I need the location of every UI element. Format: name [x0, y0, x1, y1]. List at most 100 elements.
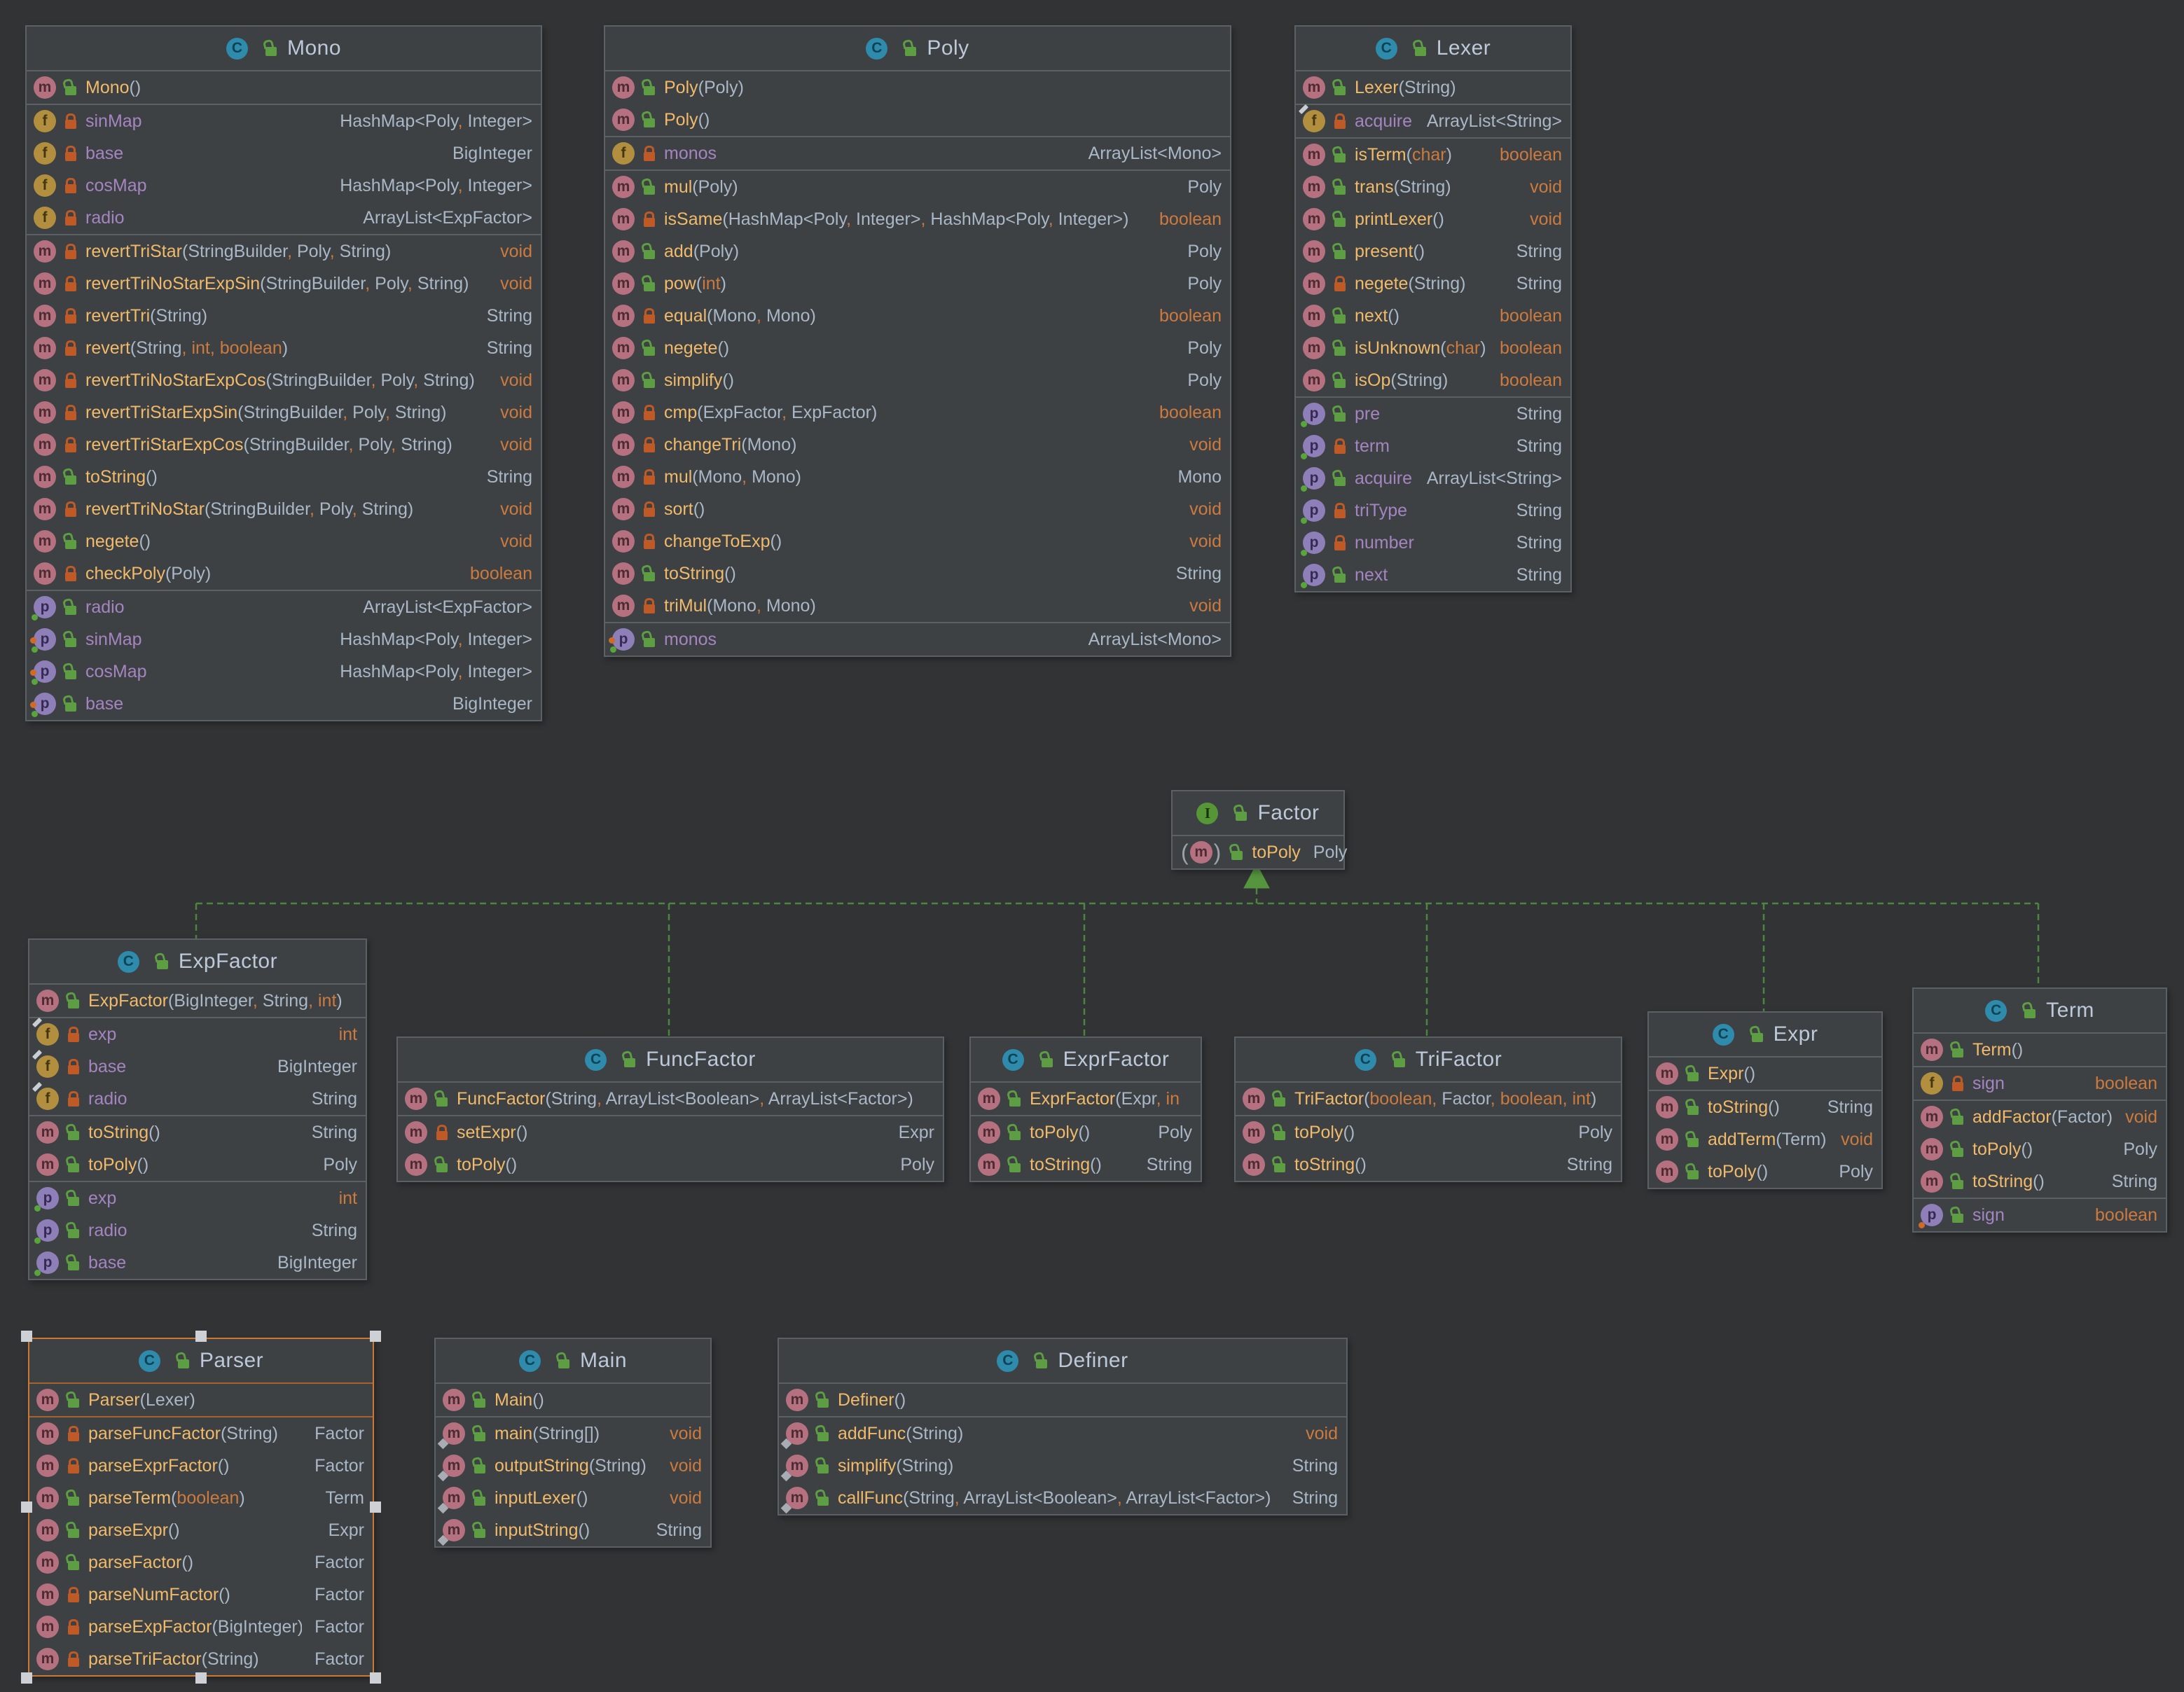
class-box-factor[interactable]: I Factor (m)toPoly()Poly — [1171, 790, 1348, 870]
member-row-toString[interactable]: m toString() String — [971, 1149, 1201, 1181]
class-box-poly[interactable]: C Poly m Poly (Poly) m Poly() f monos ArrayList… — [604, 25, 1231, 657]
member-row-revertTriStar[interactable]: m revertTriStar (StringBuilder, Poly, Stri… — [27, 235, 541, 268]
member-row-base[interactable]: p base BigInteger — [27, 688, 541, 720]
member-row-monos[interactable]: p monos ArrayList<Mono> — [605, 623, 1230, 656]
member-row-isUnknown[interactable]: m isUnknown (char) boolean — [1296, 332, 1570, 364]
member-row-mul[interactable]: m mul (Poly) Poly — [605, 171, 1230, 203]
member-row-trans[interactable]: m trans (String) void — [1296, 171, 1570, 203]
member-row-addFactor[interactable]: m addFactor (Factor) void — [1914, 1101, 2166, 1133]
class-header[interactable]: C Lexer — [1296, 27, 1570, 71]
selection-handle[interactable] — [195, 1331, 207, 1342]
member-row-toString[interactable]: m toString() String — [1914, 1165, 2166, 1198]
member-row-Lexer[interactable]: m Lexer (String) — [1296, 71, 1570, 104]
member-row-toPoly[interactable]: m toPoly() Poly — [1649, 1156, 1881, 1188]
member-row-cosMap[interactable]: f cosMap HashMap<Poly, Integer> — [27, 169, 541, 202]
member-row-toPoly[interactable]: (m)toPoly()Poly — [1181, 839, 1348, 865]
member-row-negete[interactable]: m negete (String) String — [1296, 268, 1570, 300]
class-header[interactable]: C Mono — [27, 27, 541, 71]
member-row-parseExpr[interactable]: m parseExpr() Expr — [29, 1514, 373, 1546]
member-row-revert[interactable]: m revert (String, int, boolean) String — [27, 332, 541, 364]
member-row-toPoly[interactable]: m toPoly() Poly — [1914, 1133, 2166, 1165]
member-row-cmp[interactable]: m cmp (ExpFactor, ExpFactor) boolean — [605, 396, 1230, 429]
member-row-printLexer[interactable]: m printLexer() void — [1296, 203, 1570, 235]
selection-handle[interactable] — [21, 1502, 32, 1513]
class-box-parser[interactable]: C Parser m Parser (Lexer) m parseFuncFactor(… — [21, 1331, 381, 1684]
member-row-pre[interactable]: p pre String — [1296, 398, 1570, 430]
member-row-FuncFactor[interactable]: m FuncFactor (String, ArrayList<Boolean>, … — [398, 1083, 943, 1115]
member-row-addFunc[interactable]: m addFunc (String) void — [779, 1417, 1346, 1450]
class-box-mono[interactable]: C Mono m Mono() f sinMap HashMap<Poly, Integ… — [25, 25, 542, 721]
member-row-acquire[interactable]: f acquire ArrayList<String> — [1296, 104, 1570, 137]
selection-handle[interactable] — [370, 1672, 381, 1684]
member-row-sinMap[interactable]: p sinMap HashMap<Poly, Integer> — [27, 623, 541, 656]
member-row-parseTriFactor[interactable]: m parseTriFactor (String) Factor — [29, 1643, 373, 1675]
member-row-present[interactable]: m present() String — [1296, 235, 1570, 268]
member-row-equal[interactable]: m equal (Mono, Mono) boolean — [605, 300, 1230, 332]
member-row-parseFactor[interactable]: m parseFactor() Factor — [29, 1546, 373, 1579]
member-row-toPoly[interactable]: m toPoly() Poly — [1236, 1116, 1621, 1149]
member-row-exp[interactable]: p exp int — [29, 1182, 366, 1214]
class-header[interactable]: C Parser — [29, 1339, 373, 1384]
member-row-ExpFactor[interactable]: m ExpFactor (BigInteger, String, int) — [29, 985, 366, 1017]
member-row-exp[interactable]: f exp int — [29, 1017, 366, 1050]
member-row-inputLexer[interactable]: m inputLexer() void — [436, 1482, 710, 1514]
class-header[interactable]: C ExprFactor — [971, 1038, 1201, 1083]
selection-handle[interactable] — [370, 1331, 381, 1342]
member-row-radio[interactable]: p radio ArrayList<ExpFactor> — [27, 591, 541, 623]
class-header[interactable]: C TriFactor — [1236, 1038, 1621, 1083]
member-row-toString[interactable]: m toString() String — [29, 1116, 366, 1149]
member-row-toString[interactable]: m toString() String — [27, 461, 541, 493]
class-box-funcfactor[interactable]: C FuncFactor m FuncFactor (String, ArrayLi… — [396, 1036, 944, 1182]
member-row-acquire[interactable]: p acquire ArrayList<String> — [1296, 462, 1570, 494]
member-row-revertTriStarExpCos[interactable]: m revertTriStarExpCos (StringBuilder, Poly… — [27, 429, 541, 461]
member-row-radio[interactable]: p radio String — [29, 1214, 366, 1247]
class-header[interactable]: C ExpFactor — [29, 940, 366, 985]
member-row-Expr[interactable]: m Expr() — [1649, 1058, 1881, 1090]
member-row-checkPoly[interactable]: m checkPoly (Poly) boolean — [27, 557, 541, 590]
member-row-Main[interactable]: m Main() — [436, 1384, 710, 1416]
member-row-Definer[interactable]: m Definer() — [779, 1384, 1346, 1416]
member-row-base[interactable]: f base BigInteger — [27, 137, 541, 169]
class-header[interactable]: C Expr — [1649, 1013, 1881, 1058]
member-row-parseTerm[interactable]: m parseTerm (boolean) Term — [29, 1482, 373, 1514]
class-header[interactable]: I Factor — [1173, 791, 1343, 836]
member-row-add[interactable]: m add (Poly) Poly — [605, 235, 1230, 268]
class-box-trifactor[interactable]: C TriFactor m TriFactor (boolean, Factor, … — [1234, 1036, 1622, 1182]
member-row-base[interactable]: p base BigInteger — [29, 1247, 366, 1279]
member-row-radio[interactable]: f radio String — [29, 1081, 366, 1115]
selection-handle[interactable] — [195, 1672, 207, 1684]
member-row-number[interactable]: p number String — [1296, 527, 1570, 559]
class-header[interactable]: C FuncFactor — [398, 1038, 943, 1083]
member-row-toString[interactable]: m toString() String — [1236, 1149, 1621, 1181]
member-row-isTerm[interactable]: m isTerm (char) boolean — [1296, 139, 1570, 171]
member-row-addTerm[interactable]: m addTerm (Term) void — [1649, 1123, 1881, 1156]
member-row-TriFactor[interactable]: m TriFactor (boolean, Factor, boolean, int… — [1236, 1083, 1621, 1115]
member-row-pow[interactable]: m pow (int) Poly — [605, 268, 1230, 300]
member-row-parseFuncFactor[interactable]: m parseFuncFactor (String) Factor — [29, 1417, 373, 1450]
member-row-ExprFactor[interactable]: m ExprFactor(Expr, int) — [971, 1083, 1201, 1115]
member-row-term[interactable]: p term String — [1296, 430, 1570, 462]
member-row-revertTriNoStarExpCos[interactable]: m revertTriNoStarExpCos (StringBuilder, Po… — [27, 364, 541, 396]
member-row-parseNumFactor[interactable]: m parseNumFactor() Factor — [29, 1579, 373, 1611]
member-row-toPoly[interactable]: m toPoly() Poly — [971, 1116, 1201, 1149]
member-row-changeToExp[interactable]: m changeToExp() void — [605, 525, 1230, 557]
member-row-sign[interactable]: f sign boolean — [1914, 1067, 2166, 1100]
member-row-Parser[interactable]: m Parser (Lexer) — [29, 1384, 373, 1416]
member-row-setExpr[interactable]: m setExpr() Expr — [398, 1116, 943, 1149]
member-row-parseExprFactor[interactable]: m parseExprFactor() Factor — [29, 1450, 373, 1482]
member-row-inputString[interactable]: m inputString() String — [436, 1514, 710, 1546]
member-row-negete[interactable]: m negete() void — [27, 525, 541, 557]
member-row-Poly[interactable]: m Poly (Poly) — [605, 71, 1230, 104]
member-row-isSame[interactable]: m isSame (HashMap<Poly, Integer>, HashMap<… — [605, 203, 1230, 235]
class-header[interactable]: C Poly — [605, 27, 1230, 71]
member-row-radio[interactable]: f radio ArrayList<ExpFactor> — [27, 202, 541, 234]
selection-handle[interactable] — [21, 1672, 32, 1684]
selection-handle[interactable] — [370, 1502, 381, 1513]
class-header[interactable]: C Definer — [779, 1339, 1346, 1384]
member-row-sinMap[interactable]: f sinMap HashMap<Poly, Integer> — [27, 105, 541, 137]
class-box-expfactor[interactable]: C ExpFactor m ExpFactor (BigInteger, Strin… — [28, 938, 367, 1280]
member-row-toString[interactable]: m toString() String — [1649, 1091, 1881, 1123]
class-box-lexer[interactable]: C Lexer m Lexer (String) f acquire ArrayList<… — [1294, 25, 1572, 592]
